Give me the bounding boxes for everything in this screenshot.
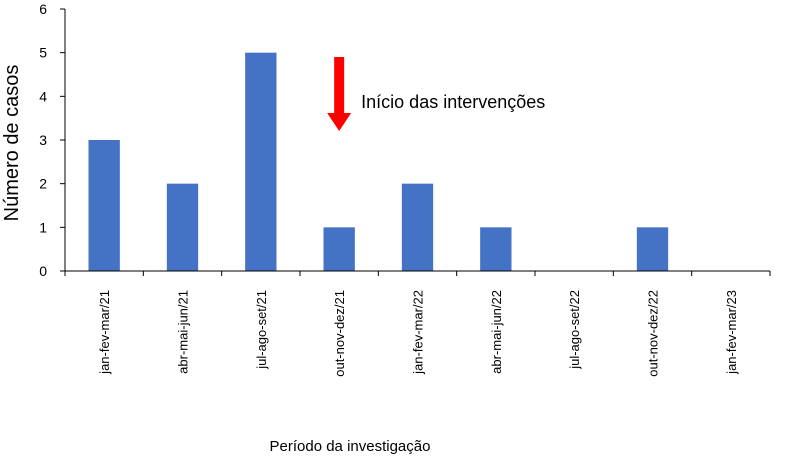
x-tick-label: out-nov-dez/22: [646, 290, 661, 377]
y-tick-label: 1: [39, 219, 47, 235]
bar: [636, 227, 669, 271]
bar: [166, 183, 199, 271]
y-tick-label: 0: [39, 263, 47, 279]
y-tick-label: 3: [39, 132, 47, 148]
y-tick-label: 6: [39, 1, 47, 17]
x-axis-ticks: jan-fev-mar/21 abr-mai-jun/21 jul-ago-set/…: [64, 271, 771, 377]
bar: [480, 227, 512, 271]
x-tick-label: jan-fev-mar/21: [97, 290, 112, 375]
y-axis-ticks: 0 1 2 3 4 5 6: [39, 1, 65, 279]
x-tick-label: abr-mai-jun/22: [489, 290, 504, 374]
bars-group: [88, 52, 669, 271]
x-tick-label: out-nov-dez/21: [332, 290, 347, 377]
annotation-label: Início das intervenções: [361, 92, 545, 112]
intervention-arrow-icon: [327, 57, 352, 131]
y-axis-title: Número de casos: [1, 65, 23, 222]
x-tick-label: jul-ago-set/22: [567, 290, 582, 370]
x-tick-label: abr-mai-jun/21: [176, 290, 191, 374]
x-tick-label: jan-fev-mar/22: [411, 290, 426, 375]
y-tick-label: 5: [39, 45, 47, 61]
y-tick-label: 2: [39, 176, 47, 192]
bar: [401, 183, 434, 271]
bar: [323, 227, 355, 271]
y-tick-label: 4: [39, 88, 47, 104]
x-tick-label: jul-ago-set/21: [254, 290, 269, 370]
x-tick-label: jan-fev-mar/23: [724, 290, 739, 375]
bar: [88, 140, 120, 271]
x-axis-title: Período da investigação: [270, 438, 431, 455]
bar: [245, 52, 277, 271]
